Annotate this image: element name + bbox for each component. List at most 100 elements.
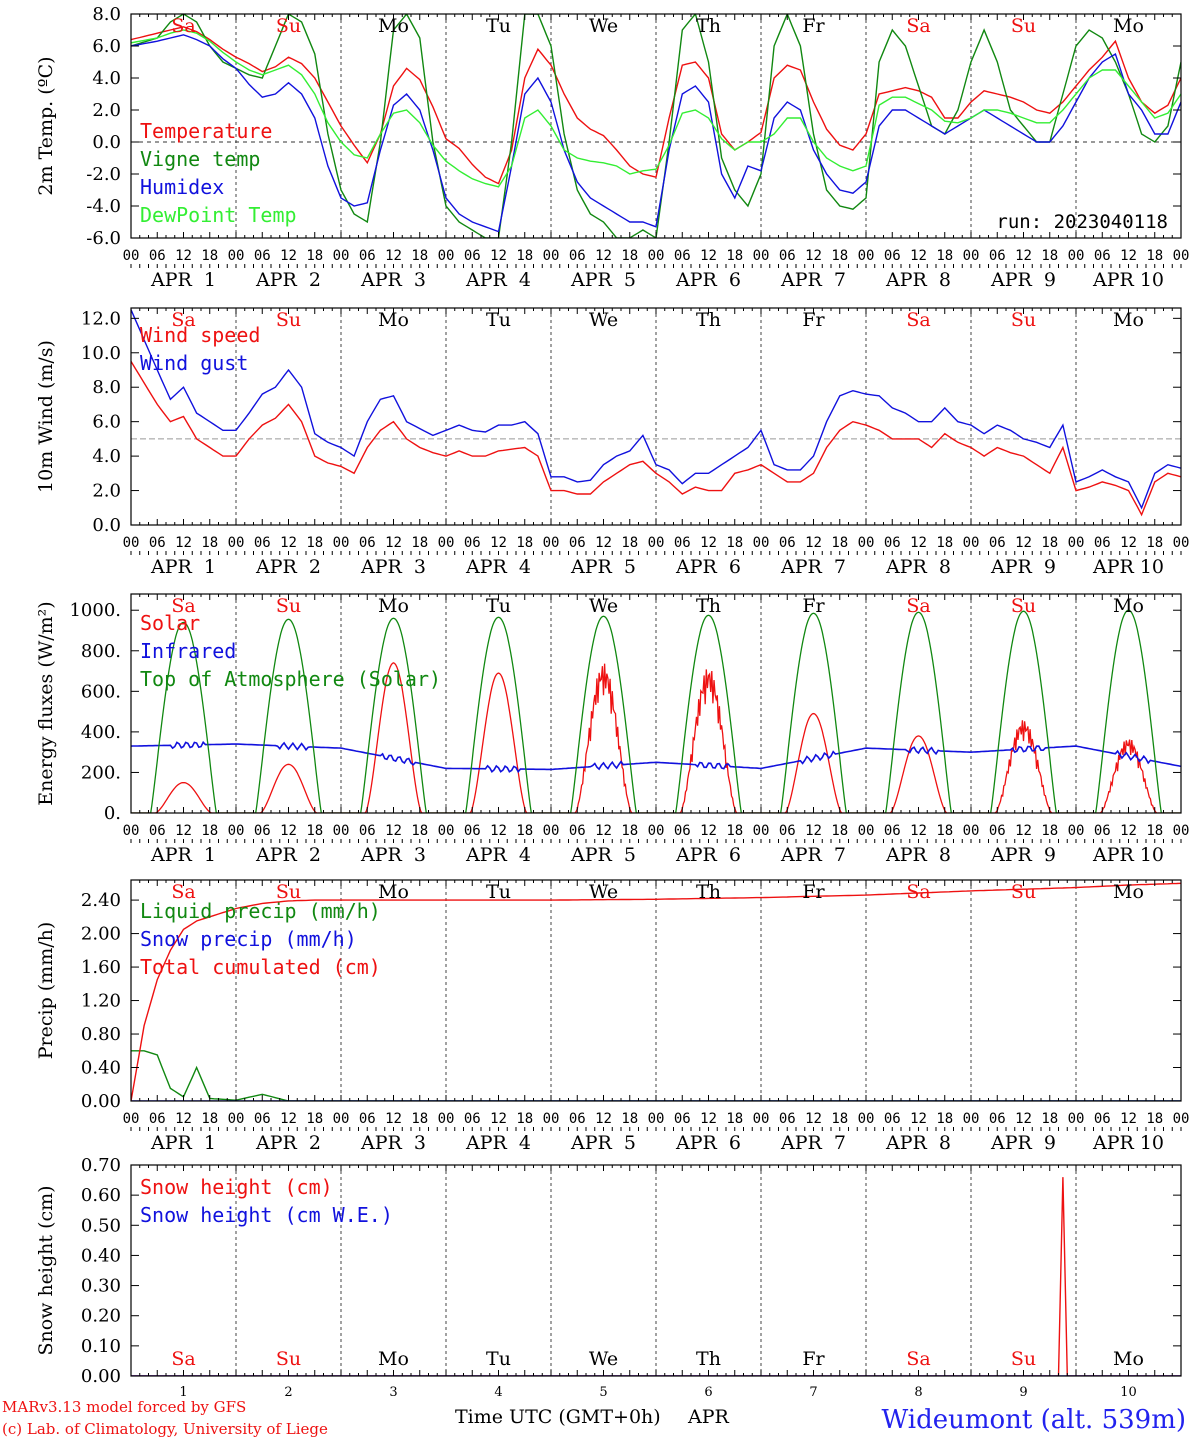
hour-tick-label: 00 (333, 823, 350, 839)
hour-tick-label: 06 (779, 1111, 796, 1127)
y-tick-label: -4.0 (86, 196, 121, 217)
hour-tick-label: 00 (333, 535, 350, 551)
y-axis-label: 10m Wind (m/s) (35, 340, 57, 493)
weekday-label: Su (1011, 595, 1036, 617)
y-tick-label: 0.10 (81, 1336, 121, 1357)
hour-tick-label: 12 (280, 535, 297, 551)
hour-tick-label: 00 (963, 1111, 980, 1127)
y-tick-label: 600. (81, 681, 121, 702)
date-label: APR 8 (885, 844, 951, 866)
hour-tick-label: 12 (385, 248, 402, 264)
date-label: APR 4 (465, 844, 531, 866)
hour-tick-label: 00 (1173, 535, 1190, 551)
hour-tick-label: 12 (1015, 535, 1032, 551)
hour-tick-label: 06 (149, 248, 166, 264)
hour-tick-label: 00 (543, 823, 560, 839)
hour-tick-label: 12 (595, 535, 612, 551)
y-tick-label: 0.40 (81, 1245, 121, 1266)
weekday-label: Tu (486, 881, 511, 903)
hour-tick-label: 18 (621, 248, 638, 264)
y-tick-label: 0.0 (92, 132, 121, 153)
hour-tick-label: 18 (516, 1111, 533, 1127)
hour-tick-label: 18 (1041, 1111, 1058, 1127)
hour-tick-label: 00 (438, 535, 455, 551)
hour-tick-label: 12 (280, 1111, 297, 1127)
hour-tick-label: 18 (516, 535, 533, 551)
y-axis-label: Precip (mm/h) (35, 922, 57, 1060)
series-red (131, 361, 1181, 517)
hour-tick-label: 00 (333, 1111, 350, 1127)
hour-tick-label: 18 (1041, 823, 1058, 839)
hour-tick-label: 06 (674, 248, 691, 264)
date-label: APR 7 (780, 1132, 846, 1154)
hour-tick-label: 00 (648, 248, 665, 264)
date-label: APR 10 (1092, 556, 1164, 578)
hour-tick-label: 12 (280, 823, 297, 839)
weekday-label: Sa (171, 15, 195, 37)
hour-tick-label: 06 (569, 248, 586, 264)
hour-tick-label: 18 (306, 248, 323, 264)
weekday-label: Mo (1113, 881, 1144, 903)
weekday-label: We (589, 595, 618, 617)
hour-tick-label: 00 (648, 535, 665, 551)
weekday-label: Su (1011, 1348, 1036, 1370)
hour-tick-label: 18 (621, 535, 638, 551)
weekday-label: Th (696, 1348, 721, 1370)
weekday-label: Su (276, 881, 301, 903)
y-tick-label: 0.60 (81, 1185, 121, 1206)
weekday-label: Fr (802, 15, 825, 37)
date-label: APR 9 (990, 844, 1056, 866)
hour-tick-label: 00 (333, 248, 350, 264)
legend-entry: Snow height (cm) (140, 1175, 333, 1199)
hour-tick-label: 12 (805, 823, 822, 839)
y-tick-label: 800. (81, 641, 121, 662)
hour-tick-label: 18 (201, 823, 218, 839)
day-number: 1 (179, 1385, 187, 1400)
weekday-label: Sa (906, 595, 930, 617)
y-tick-label: 0.50 (81, 1215, 121, 1236)
weekday-label: Sa (171, 1348, 195, 1370)
hour-tick-label: 06 (1094, 248, 1111, 264)
date-label: APR 8 (885, 556, 951, 578)
y-tick-label: 0.20 (81, 1306, 121, 1327)
hour-tick-label: 06 (569, 1111, 586, 1127)
hour-tick-label: 00 (858, 823, 875, 839)
x-axis-label: Time UTC (GMT+0h) (455, 1406, 661, 1428)
hour-tick-label: 06 (359, 248, 376, 264)
hour-tick-label: 18 (411, 535, 428, 551)
hour-tick-label: 00 (648, 1111, 665, 1127)
date-label: APR 10 (1092, 844, 1164, 866)
y-tick-label: 6.0 (92, 36, 121, 57)
date-label: APR 1 (150, 844, 216, 866)
y-tick-label: 12.0 (81, 308, 121, 329)
panel-1: -6.0 -4.0 -2.0 0.0 2.0 4.0 6.0 8.0 2m Temp. (ºC)… (35, 4, 1189, 291)
hour-tick-label: 00 (438, 823, 455, 839)
hour-tick-label: 18 (1146, 535, 1163, 551)
hour-tick-label: 06 (989, 535, 1006, 551)
weekday-label: Th (696, 595, 721, 617)
date-label: APR 8 (885, 269, 951, 291)
weekday-label: Mo (378, 15, 409, 37)
hour-tick-label: 12 (1015, 823, 1032, 839)
series-blue (131, 309, 1181, 510)
hour-tick-label: 06 (569, 823, 586, 839)
date-label: APR 6 (675, 844, 741, 866)
hour-tick-label: 00 (1173, 1111, 1190, 1127)
y-tick-label: 200. (81, 762, 121, 783)
date-label: APR 2 (255, 1132, 321, 1154)
hour-tick-label: 06 (464, 823, 481, 839)
weekday-label: Mo (1113, 15, 1144, 37)
hour-tick-label: 12 (910, 248, 927, 264)
hour-tick-label: 00 (753, 1111, 770, 1127)
hour-tick-label: 12 (1120, 535, 1137, 551)
weekday-label: Tu (486, 595, 511, 617)
series-red (131, 882, 1181, 1101)
hour-tick-label: 00 (123, 248, 140, 264)
series-group (131, 609, 1181, 813)
date-label: APR 3 (360, 844, 426, 866)
y-tick-label: 0.0 (92, 515, 121, 536)
series-blue (131, 34, 1181, 233)
weekday-label: Fr (802, 881, 825, 903)
date-label: APR 1 (150, 556, 216, 578)
hour-tick-label: 12 (175, 1111, 192, 1127)
